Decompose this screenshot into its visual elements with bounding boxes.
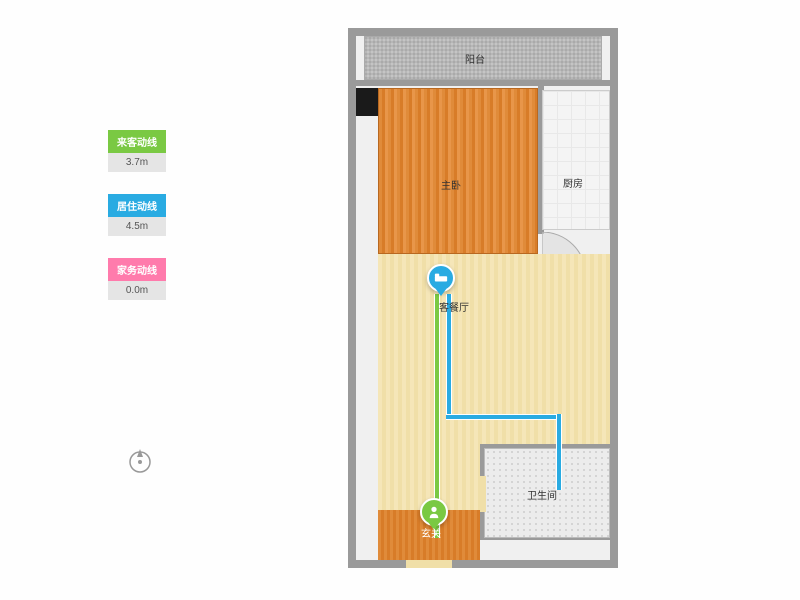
legend-label: 家务动线 [108,258,166,281]
legend-label: 居住动线 [108,194,166,217]
label-bedroom: 主卧 [438,176,464,193]
legend: 来客动线 3.7m 居住动线 4.5m 家务动线 0.0m [108,130,166,322]
legend-item-guest: 来客动线 3.7m [108,130,166,172]
wall [356,80,610,86]
label-entrance: 玄关 [418,524,444,541]
marker-living [427,264,455,300]
room-bedroom [378,88,538,254]
label-living: 客餐厅 [436,298,472,315]
compass-icon [125,445,155,475]
column [356,88,378,116]
entrance-opening [406,560,452,568]
legend-item-living: 居住动线 4.5m [108,194,166,236]
path-living-seg3 [556,414,562,490]
legend-value: 0.0m [108,281,166,300]
legend-item-chores: 家务动线 0.0m [108,258,166,300]
legend-label: 来客动线 [108,130,166,153]
label-kitchen: 厨房 [560,174,586,191]
label-bathroom: 卫生间 [524,486,560,503]
floor-plan: 阳台 主卧 厨房 客餐厅 卫生间 玄关 [348,28,618,568]
legend-value: 3.7m [108,153,166,172]
door [480,476,486,512]
label-balcony: 阳台 [462,50,488,67]
room-kitchen [542,90,610,230]
legend-value: 4.5m [108,217,166,236]
path-living-seg2 [446,414,562,420]
